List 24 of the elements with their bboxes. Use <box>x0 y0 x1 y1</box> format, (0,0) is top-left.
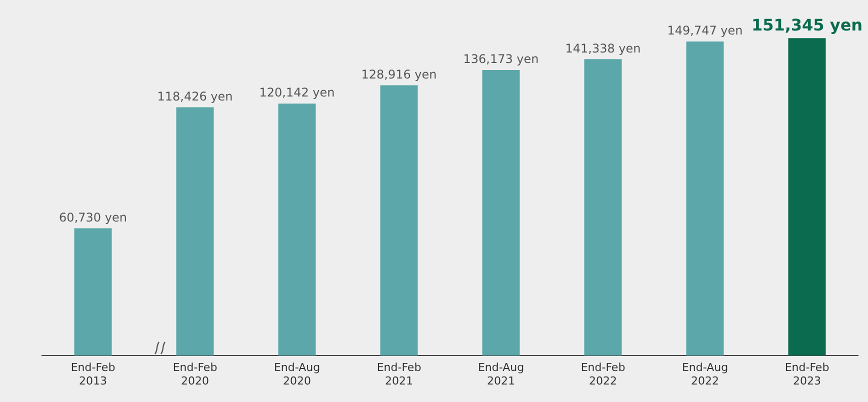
data-label: 136,173 yen <box>463 52 539 66</box>
bar <box>584 59 622 356</box>
bar <box>380 85 418 356</box>
bar <box>176 107 214 356</box>
data-label: 120,142 yen <box>259 86 335 100</box>
x-tick-label: End-Aug 2021 <box>478 361 524 388</box>
x-tick-label: End-Feb 2021 <box>376 361 422 388</box>
data-label: 60,730 yen <box>59 210 127 224</box>
x-tick-label: End-Aug 2022 <box>682 361 728 388</box>
data-label: 118,426 yen <box>157 89 233 104</box>
x-tick-label: End-Feb 2020 <box>172 361 218 388</box>
x-tick-label: End-Feb 2013 <box>70 361 116 388</box>
bar <box>278 104 316 356</box>
data-label: 141,338 yen <box>565 41 641 56</box>
bar <box>74 228 112 356</box>
bar <box>686 42 724 356</box>
data-label: 149,747 yen <box>667 24 743 38</box>
data-label: 128,916 yen <box>361 67 437 82</box>
data-label: 151,345 yen <box>751 15 863 34</box>
x-tick-label: End-Aug 2020 <box>274 361 320 388</box>
x-tick-label: End-Feb 2023 <box>784 361 830 388</box>
bar <box>788 38 826 356</box>
bar <box>482 70 520 356</box>
x-tick-label: End-Feb 2022 <box>580 361 626 388</box>
